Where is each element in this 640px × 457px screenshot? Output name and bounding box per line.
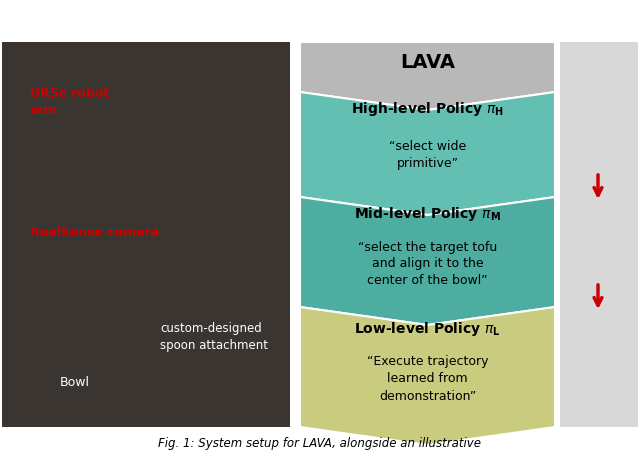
Text: Bowl: Bowl	[60, 376, 90, 388]
Text: Fig. 1: System setup for LAVA, alongside an illustrative: Fig. 1: System setup for LAVA, alongside…	[159, 436, 481, 450]
Polygon shape	[300, 307, 555, 445]
Polygon shape	[300, 197, 555, 325]
Text: UR5e robot
arm: UR5e robot arm	[30, 87, 109, 117]
Text: High-level Policy $\pi_{\mathbf{H}}$: High-level Policy $\pi_{\mathbf{H}}$	[351, 100, 504, 117]
Polygon shape	[300, 42, 555, 110]
Text: custom-designed
spoon attachment: custom-designed spoon attachment	[160, 322, 268, 352]
Text: “select wide
primitive”: “select wide primitive”	[389, 139, 466, 170]
Text: RealSense camera: RealSense camera	[30, 225, 159, 239]
Text: Low-level Policy $\pi_{\mathbf{L}}$: Low-level Policy $\pi_{\mathbf{L}}$	[354, 320, 501, 338]
Text: LAVA: LAVA	[400, 53, 455, 73]
Text: “select the target tofu
and align it to the
center of the bowl”: “select the target tofu and align it to …	[358, 240, 497, 287]
Bar	[2, 42, 290, 427]
Text: Mid-level Policy $\pi_{\mathbf{M}}$: Mid-level Policy $\pi_{\mathbf{M}}$	[354, 205, 501, 223]
Text: “Execute trajectory
learned from
demonstration”: “Execute trajectory learned from demonst…	[367, 356, 488, 403]
Polygon shape	[300, 92, 555, 215]
Bar	[560, 42, 638, 427]
